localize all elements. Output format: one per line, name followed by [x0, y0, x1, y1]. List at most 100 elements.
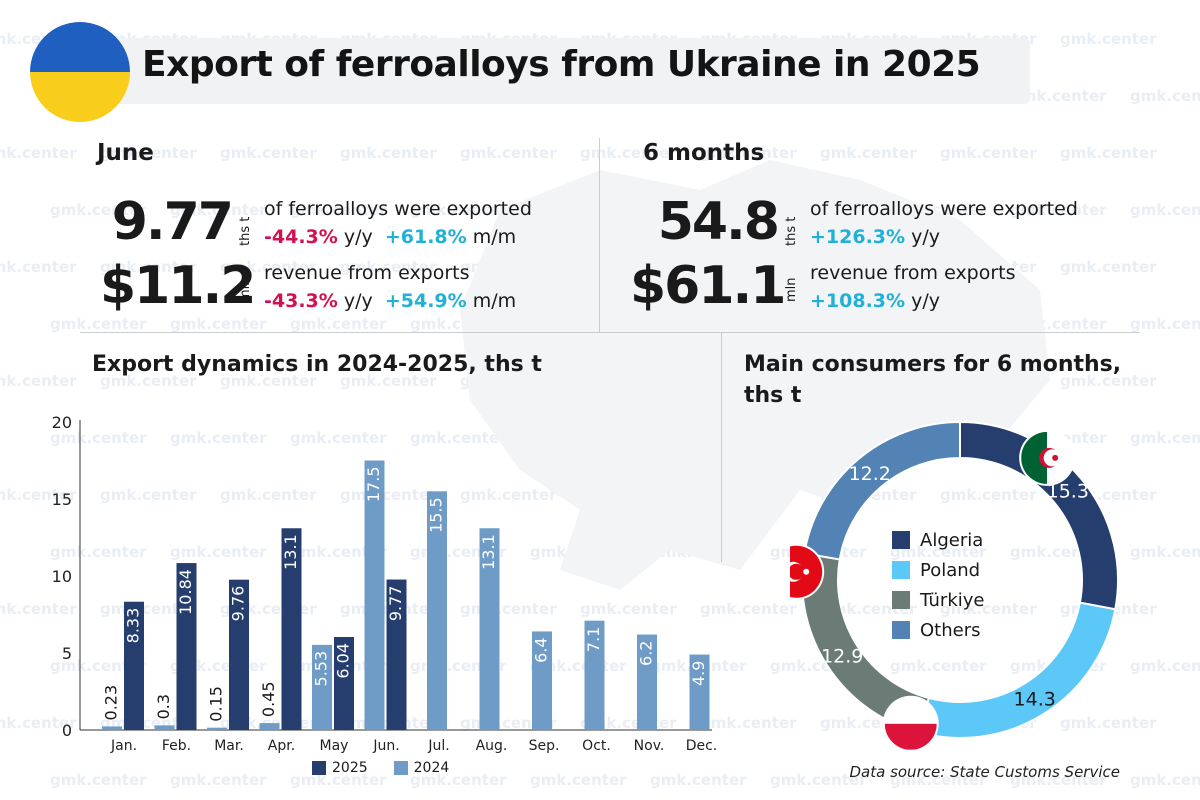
watermark-text: gmk.center: [1060, 30, 1157, 48]
legend-item-türkiye: Türkiye: [892, 585, 985, 615]
june-revenue-yoy-suffix: y/y: [343, 290, 373, 312]
bar-2024-mar: [207, 727, 227, 730]
bar-2025-feb: [176, 563, 197, 730]
x-tick-label: Jan.: [110, 738, 137, 754]
bar-value-label: 6.04: [334, 643, 353, 679]
donut-chart-title-line2: ths t: [744, 382, 802, 408]
legend-item-2024: 2024: [393, 760, 449, 776]
watermark-text: gmk.center: [50, 771, 147, 789]
bar-2024-oct: [584, 620, 605, 730]
y-tick-label: 20: [52, 413, 72, 432]
watermark-text: gmk.center: [650, 771, 747, 789]
watermark-text: gmk.center: [1130, 87, 1200, 105]
six-months-volume-value: 54.8: [657, 192, 780, 252]
y-tick-label: 0: [62, 721, 72, 740]
legend-swatch: [892, 531, 910, 549]
chart-divider: [721, 332, 722, 562]
bar-2025-mar: [229, 579, 249, 730]
june-revenue-mom-suffix: m/m: [472, 290, 517, 312]
june-volume-yoy-suffix: y/y: [343, 226, 373, 248]
turkiye-flag-icon: [790, 543, 825, 600]
y-tick-label: 5: [62, 644, 72, 663]
legend-swatch-2025: [312, 761, 326, 775]
x-tick-label: Sep.: [529, 738, 560, 754]
bar-2024-jun: [364, 460, 385, 730]
legend-swatch: [892, 561, 910, 579]
bar-2024-dec: [689, 654, 710, 730]
watermark-text: gmk.center: [290, 315, 387, 333]
donut-chart-title-line1: Main consumers for 6 months,: [744, 352, 1122, 377]
six-months-revenue-yoy: +108.3%: [810, 290, 906, 312]
june-revenue-mom: +54.9%: [384, 290, 467, 312]
bar-2024-may: [312, 644, 332, 730]
y-tick-label: 15: [52, 490, 72, 509]
x-tick-label: Aug.: [476, 738, 508, 754]
ukraine-flag-icon: [30, 22, 130, 122]
x-tick-label: Mar.: [214, 738, 244, 754]
june-revenue-unit: mln: [238, 277, 253, 302]
watermark-text: gmk.center: [0, 372, 77, 390]
watermark-text: gmk.center: [1130, 315, 1200, 333]
june-volume-mom: +61.8%: [384, 226, 467, 248]
watermark-text: gmk.center: [1130, 201, 1200, 219]
algeria-flag-icon: [1019, 429, 1076, 486]
slice-value-label: 12.9: [821, 646, 863, 668]
bar-2024-feb: [154, 725, 175, 730]
legend-swatch: [892, 591, 910, 609]
june-volume-unit: ths t: [238, 216, 253, 246]
x-tick-label: Dec.: [686, 738, 718, 754]
bar-value-label: 9.77: [386, 586, 405, 622]
legend-label: Türkiye: [920, 589, 985, 611]
bar-value-label: 0.3: [154, 694, 173, 719]
legend-item-2025: 2025: [312, 760, 368, 776]
legend-label: Poland: [920, 559, 981, 581]
legend-item-algeria: Algeria: [892, 525, 985, 555]
bar-2025-jun: [386, 579, 407, 730]
x-tick-label: Feb.: [162, 738, 191, 754]
bar-value-label: 0.15: [207, 686, 226, 722]
six-months-revenue-value: $61.1: [630, 256, 786, 316]
june-volume-value: 9.77: [111, 192, 234, 252]
bar-value-label: 10.84: [176, 569, 195, 615]
legend-swatch: [892, 621, 910, 639]
x-tick-label: Oct.: [582, 738, 611, 754]
y-tick-label: 10: [52, 567, 72, 586]
legend-label: Algeria: [920, 529, 984, 551]
bar-value-label: 15.5: [427, 497, 446, 533]
june-revenue-yoy: -43.3%: [264, 290, 338, 312]
page-title: Export of ferroalloys from Ukraine in 20…: [142, 44, 981, 85]
bar-chart-legend: 2025 2024: [312, 760, 475, 776]
bar-2025-jan: [124, 601, 144, 730]
june-volume-yoy: -44.3%: [264, 226, 338, 248]
watermark-text: gmk.center: [1130, 657, 1200, 675]
bar-2024-sep: [532, 631, 552, 730]
bar-value-label: 6.2: [637, 641, 656, 666]
slice-others: [803, 420, 961, 561]
six-months-revenue-changes: +108.3% y/y: [810, 290, 940, 312]
legend-item-others: Others: [892, 615, 985, 645]
legend-item-poland: Poland: [892, 555, 985, 585]
bar-2024-jul: [427, 491, 447, 730]
section-divider: [80, 332, 1140, 333]
donut-chart-title: Main consumers for 6 months, ths t: [744, 350, 1121, 412]
bar-value-label: 13.1: [479, 534, 498, 570]
watermark-text: gmk.center: [1130, 543, 1200, 561]
bar-value-label: 6.4: [532, 637, 551, 662]
six-months-volume-yoy: +126.3%: [810, 226, 906, 248]
watermark-text: gmk.center: [530, 771, 627, 789]
x-tick-label: Apr.: [268, 738, 295, 754]
watermark-text: gmk.center: [170, 315, 267, 333]
slice-value-label: 12.2: [849, 463, 891, 485]
watermark-text: gmk.center: [50, 315, 147, 333]
bar-chart-title: Export dynamics in 2024-2025, ths t: [92, 352, 542, 377]
bar-2024-jan: [102, 726, 122, 730]
ukraine-map-silhouette: [460, 160, 1050, 590]
slice-value-label: 14.3: [1014, 688, 1056, 710]
bar-value-label: 17.5: [364, 467, 383, 503]
bar-value-label: 0.23: [102, 685, 121, 721]
watermark-text: gmk.center: [170, 771, 267, 789]
x-tick-label: Jul.: [427, 738, 449, 754]
bar-value-label: 9.76: [229, 586, 248, 622]
bar-value-label: 5.53: [312, 651, 331, 687]
six-months-label: 6 months: [643, 140, 765, 166]
